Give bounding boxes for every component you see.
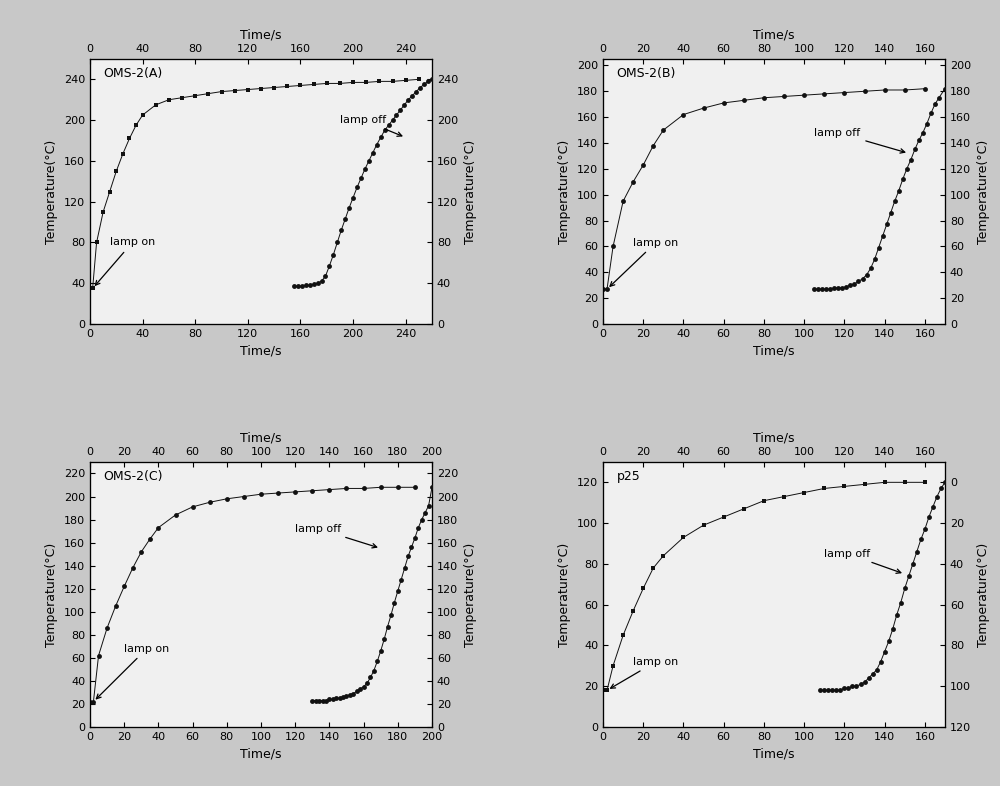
X-axis label: Time/s: Time/s (753, 28, 795, 42)
Y-axis label: Temperature(°C): Temperature(°C) (464, 542, 477, 647)
X-axis label: Time/s: Time/s (240, 747, 282, 761)
Text: lamp off: lamp off (340, 115, 402, 136)
X-axis label: Time/s: Time/s (753, 432, 795, 445)
Y-axis label: Temperature(°C): Temperature(°C) (464, 139, 477, 244)
Y-axis label: Temperature(°C): Temperature(°C) (45, 139, 58, 244)
X-axis label: Time/s: Time/s (240, 344, 282, 358)
Text: lamp on: lamp on (610, 237, 678, 286)
Text: lamp off: lamp off (824, 549, 901, 573)
Y-axis label: Temperature(°C): Temperature(°C) (45, 542, 58, 647)
Text: lamp off: lamp off (814, 127, 905, 153)
X-axis label: Time/s: Time/s (753, 344, 795, 358)
Text: OMS-2(A): OMS-2(A) (104, 67, 163, 80)
X-axis label: Time/s: Time/s (240, 28, 282, 42)
Text: lamp off: lamp off (295, 523, 377, 548)
Y-axis label: Temperature(°C): Temperature(°C) (558, 542, 571, 647)
Text: OMS-2(C): OMS-2(C) (104, 470, 163, 483)
Y-axis label: Temperature(°C): Temperature(°C) (977, 139, 990, 244)
Y-axis label: Temperature(°C): Temperature(°C) (558, 139, 571, 244)
X-axis label: Time/s: Time/s (753, 747, 795, 761)
Text: p25: p25 (617, 470, 640, 483)
Text: lamp on: lamp on (611, 657, 678, 689)
Text: OMS-2(B): OMS-2(B) (617, 67, 676, 80)
Y-axis label: Temperature(°C): Temperature(°C) (977, 542, 990, 647)
Text: lamp on: lamp on (95, 237, 155, 285)
X-axis label: Time/s: Time/s (240, 432, 282, 445)
Text: lamp on: lamp on (96, 644, 169, 699)
